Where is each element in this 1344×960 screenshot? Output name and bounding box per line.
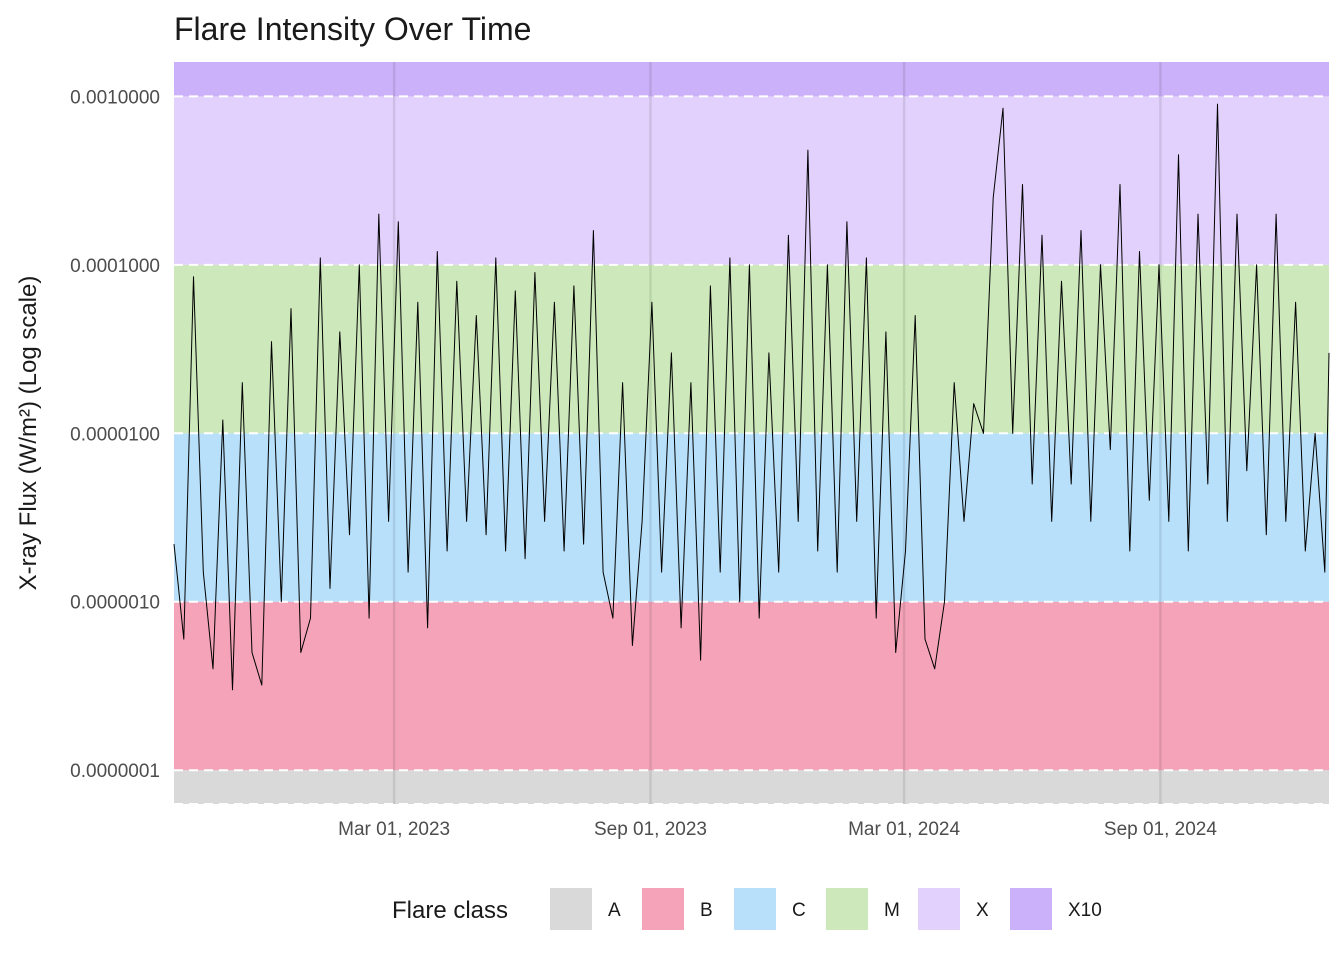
legend-label: X — [976, 900, 989, 921]
y-tick-label: 0.0001000 — [70, 256, 160, 277]
y-tick-label: 0.0000100 — [70, 424, 160, 445]
band-x — [174, 96, 1329, 265]
y-tick-label: 0.0000010 — [70, 593, 160, 614]
legend-label: M — [884, 900, 900, 921]
y-tick-label: 0.0000001 — [70, 761, 160, 782]
legend: Flare class A B C M X X10 — [392, 888, 1102, 930]
chart-title: Flare Intensity Over Time — [174, 11, 531, 47]
x-tick-label: Sep 01, 2023 — [594, 819, 707, 840]
legend-label: A — [608, 900, 621, 921]
legend-key-x — [918, 888, 960, 930]
y-axis-title: X-ray Flux (W/m²) (Log scale) — [15, 276, 42, 591]
x-tick-label: Mar 01, 2023 — [338, 819, 450, 840]
legend-label: X10 — [1068, 900, 1102, 921]
legend-label: C — [792, 900, 806, 921]
legend-key-m — [826, 888, 868, 930]
x-tick-label: Mar 01, 2024 — [848, 819, 960, 840]
legend-key-a — [550, 888, 592, 930]
legend-key-b — [642, 888, 684, 930]
band-c — [174, 433, 1329, 602]
legend-key-c — [734, 888, 776, 930]
band-a — [174, 770, 1329, 804]
legend-key-x10 — [1010, 888, 1052, 930]
y-tick-label: 0.0010000 — [70, 87, 160, 108]
legend-title: Flare class — [392, 897, 508, 924]
legend-label: B — [700, 900, 713, 921]
band-x10 — [174, 62, 1329, 97]
flux-series-line — [173, 103, 1330, 691]
band-b — [174, 601, 1329, 771]
x-tick-label: Sep 01, 2024 — [1104, 819, 1217, 840]
